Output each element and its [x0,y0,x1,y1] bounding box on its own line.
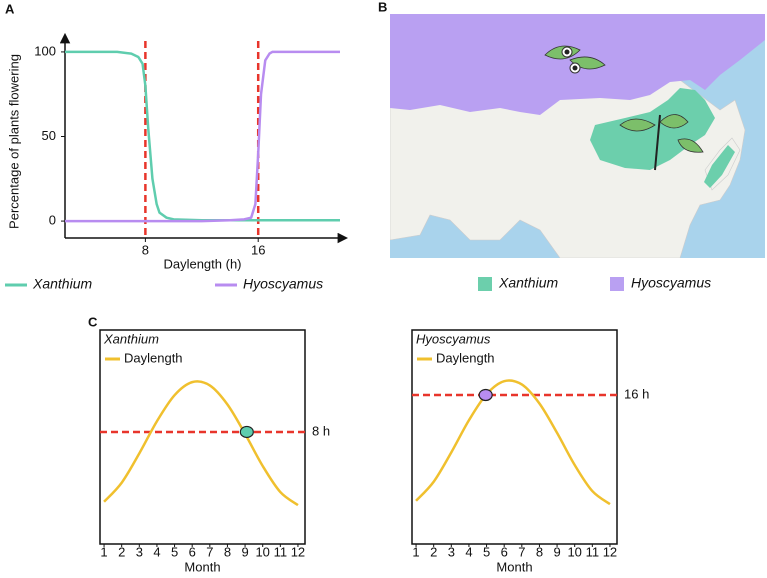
x-tick-label: 12 [291,544,305,559]
x-tick-label: 7 [206,544,213,559]
x-tick-label: 8 [142,242,149,257]
x-axis-title: Month [496,559,532,574]
x-tick-label: 7 [518,544,525,559]
x-tick-label: 9 [553,544,560,559]
x-tick-label: 10 [567,544,581,559]
x-tick-label: 6 [189,544,196,559]
threshold-label: 16 h [624,386,649,401]
plot-frame [99,329,306,545]
x-tick-label: 11 [586,544,600,559]
x-tick-label: 2 [118,544,125,559]
y-tick-label: 50 [42,128,56,143]
legend-label: Hyoscyamus [631,275,711,291]
map [390,14,765,258]
x-axis-title: Daylength (h) [163,256,241,271]
x-tick-label: 5 [483,544,490,559]
legend-label: Hyoscyamus [243,276,323,292]
legend-label: Xanthium [32,276,92,292]
data-line [65,50,340,223]
legend-swatch [478,277,492,291]
x-tick-label: 2 [430,544,437,559]
x-tick-label: 1 [412,544,419,559]
plant-icon [544,45,606,74]
y-tick-label: 100 [34,43,56,58]
x-tick-label: 3 [448,544,455,559]
chart-title: Xanthium [103,331,159,346]
x-axis-title: Month [184,559,220,574]
panel-letter: A [5,1,15,16]
crossing-marker [239,425,254,439]
legend-label: Daylength [124,350,183,365]
panel-letter: C [88,314,98,329]
chart-title: Hyoscyamus [416,331,491,346]
xanthium-range [590,88,735,188]
x-tick-label: 10 [255,544,269,559]
x-tick-label: 4 [153,544,160,559]
panel-letter: B [378,0,387,14]
data-line [415,379,611,506]
x-tick-label: 12 [603,544,617,559]
x-tick-label: 16 [251,242,265,257]
crossing-marker [478,388,493,402]
x-tick-label: 8 [536,544,543,559]
x-tick-label: 5 [171,544,178,559]
data-line [65,50,340,222]
x-tick-label: 4 [465,544,472,559]
x-tick-label: 8 [224,544,231,559]
data-line [103,380,299,507]
x-tick-label: 1 [100,544,107,559]
x-tick-label: 6 [501,544,508,559]
threshold-label: 8 h [312,423,330,438]
y-tick-label: 0 [49,213,56,228]
x-tick-label: 11 [274,544,288,559]
y-axis-title: Percentage of plants flowering [6,54,21,229]
legend-label: Daylength [436,350,495,365]
x-tick-label: 3 [136,544,143,559]
plant-icon [619,114,704,171]
legend-label: Xanthium [498,275,558,291]
x-tick-label: 9 [241,544,248,559]
legend-swatch [610,277,624,291]
plot-frame [411,329,618,545]
